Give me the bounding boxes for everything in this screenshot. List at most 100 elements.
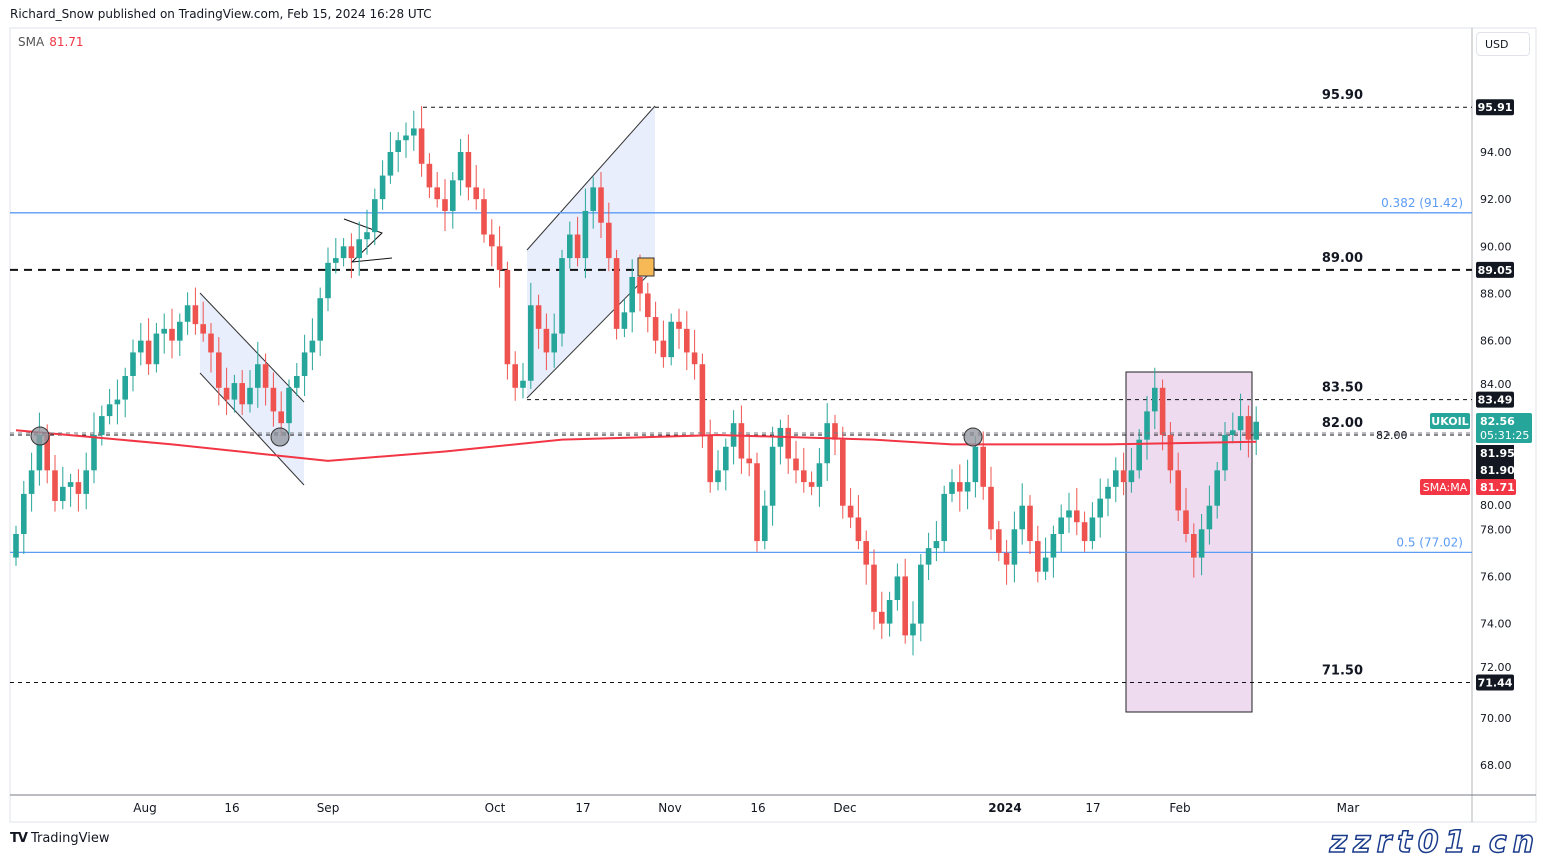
candle-body [1050, 533, 1057, 558]
sma-legend[interactable]: SMA 81.71 [18, 35, 84, 49]
x-tick-label: 16 [750, 801, 765, 815]
last-price: 82.56 [1480, 415, 1515, 428]
candle-body [707, 434, 713, 483]
x-tick-label: Sep [317, 801, 340, 815]
candle-body [574, 234, 581, 259]
candle-body [652, 317, 659, 341]
candle-body [1089, 517, 1096, 542]
candle-body [793, 458, 799, 471]
candle-body [1058, 517, 1064, 534]
axis-level-tag [1476, 391, 1514, 408]
candle-body [1206, 505, 1213, 530]
candle-body [122, 376, 128, 400]
candle-body [723, 446, 729, 471]
candle-body [1237, 416, 1244, 431]
candle-body [426, 163, 433, 188]
watermark-logo: zzrt01.cn [1329, 825, 1540, 857]
candle-body [1105, 486, 1111, 499]
candle-body [699, 364, 706, 435]
chart-frame [9, 27, 1537, 823]
candle-body [684, 328, 690, 353]
candle-body [559, 258, 565, 334]
candle-body [348, 246, 355, 259]
sma-legend-value: 81.71 [49, 35, 84, 49]
tradingview-logo[interactable]: TV TradingView [10, 831, 109, 846]
candle-body [645, 293, 651, 318]
candle-body [808, 482, 815, 487]
candle-body [1066, 510, 1072, 518]
candle-body [1183, 510, 1189, 534]
candle-body [278, 411, 284, 424]
candle-body [746, 458, 752, 464]
tv-logo-icon: TV [10, 831, 28, 846]
candle-body [1191, 533, 1197, 558]
candle-body [223, 387, 230, 400]
candle-body [691, 352, 698, 365]
candle-body [855, 517, 862, 542]
symbol-tag [1430, 413, 1470, 429]
candle-body [379, 175, 386, 200]
candle-body [395, 140, 401, 152]
x-tick-label: Nov [658, 801, 681, 815]
sma-tag [1420, 479, 1470, 495]
touch-point-circle [270, 427, 290, 447]
candle-body [153, 333, 160, 365]
candle-body [598, 187, 604, 223]
candle-body [286, 387, 292, 424]
axis-tag-text: 81.95 [1480, 447, 1515, 460]
candle-body [535, 305, 542, 329]
candle-body [676, 321, 682, 329]
axis-tag-text: 81.90 [1480, 464, 1515, 477]
candle-body [231, 383, 238, 400]
candle-body [504, 269, 511, 365]
candle-body [567, 234, 573, 259]
candle-body [1113, 470, 1119, 487]
candle-body [481, 199, 487, 235]
level-label: 71.50 [1322, 664, 1363, 679]
candle-body [879, 611, 885, 624]
candle-body [1175, 470, 1181, 511]
candle-body [255, 364, 261, 388]
candle-body [660, 340, 667, 358]
y-tick-label: 86.00 [1480, 335, 1512, 348]
candle-body [1245, 416, 1252, 440]
candle-body [1042, 557, 1049, 572]
sma-value-text: 81.71 [1480, 481, 1515, 494]
candle-body [988, 486, 994, 530]
candle-body [832, 423, 838, 440]
y-tick-label: 76.00 [1480, 570, 1512, 583]
candle-body [715, 470, 721, 483]
candle-body [1198, 529, 1205, 558]
candle-body [364, 232, 370, 240]
candle-body [145, 340, 152, 365]
candle-body [114, 399, 121, 405]
sma-tag-label: SMA:MA [1423, 481, 1468, 494]
candle-body [99, 416, 105, 435]
axis-level-tag-text: 71.44 [1478, 677, 1513, 690]
candle-body [1230, 430, 1236, 435]
currency-button[interactable]: USD [1476, 32, 1530, 56]
axis-tag [1476, 462, 1514, 479]
candle-body [192, 305, 199, 325]
level-label: 95.90 [1322, 88, 1363, 103]
candle-body [239, 383, 245, 405]
candle-body [208, 333, 214, 353]
axis-level-tag [1476, 261, 1514, 278]
candle-body [528, 305, 534, 381]
candle-body [847, 505, 854, 518]
candle-body [1120, 470, 1127, 483]
axis-level-tag-text: 89.05 [1478, 264, 1513, 277]
publish-info: Richard_Snow published on TradingView.co… [10, 7, 432, 21]
y-tick-label: 68.00 [1480, 759, 1512, 772]
candle-body [138, 340, 144, 353]
candle-body [301, 352, 308, 377]
candle-body [801, 470, 807, 483]
fib-level-label: 0.5 (77.02) [1396, 535, 1463, 549]
candle-body [1159, 387, 1166, 435]
axis-level-tag-text: 95.91 [1478, 101, 1513, 114]
candle-body [1003, 552, 1010, 565]
candle-body [184, 305, 191, 322]
axis-level-tag-text: 83.49 [1478, 394, 1513, 407]
